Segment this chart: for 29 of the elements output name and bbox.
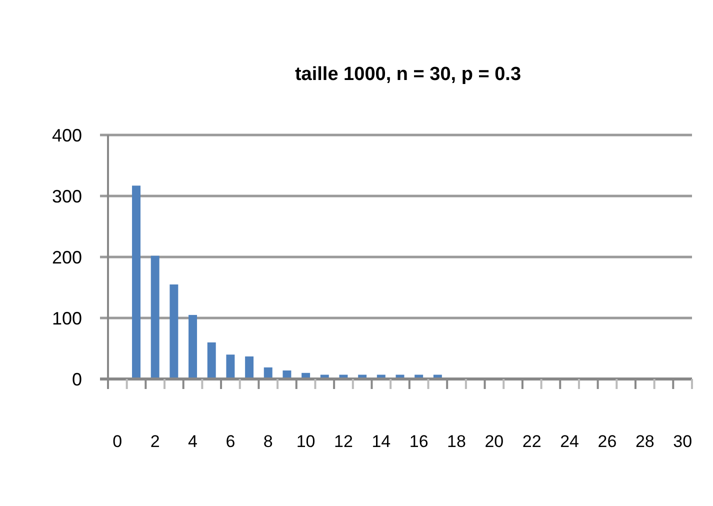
x-tick-label: 10 bbox=[296, 432, 316, 451]
chart-title: taille 1000, n = 30, p = 0.3 bbox=[294, 64, 522, 85]
x-tick-label: 20 bbox=[484, 432, 504, 451]
x-tick-label: 14 bbox=[372, 432, 391, 451]
y-tick-label: 400 bbox=[52, 125, 82, 146]
y-tick-label: 300 bbox=[52, 186, 82, 206]
bar bbox=[207, 342, 216, 379]
x-tick-label: 26 bbox=[598, 432, 617, 451]
y-tick-label: 0 bbox=[72, 369, 82, 390]
bar bbox=[150, 256, 160, 379]
bar bbox=[132, 186, 140, 379]
y-tick-label: 100 bbox=[52, 308, 82, 328]
x-tick-label: 0 bbox=[112, 432, 122, 451]
x-tick-label: 8 bbox=[263, 432, 273, 451]
x-tick-label: 22 bbox=[522, 432, 542, 451]
bar bbox=[245, 356, 254, 379]
x-tick-label: 30 bbox=[673, 432, 692, 451]
x-tick-label: 6 bbox=[226, 432, 236, 451]
bar bbox=[226, 354, 235, 379]
x-tick-label: 16 bbox=[409, 432, 428, 451]
x-tick-label: 18 bbox=[447, 432, 466, 451]
bar bbox=[170, 284, 178, 379]
x-tick-label: 2 bbox=[150, 432, 160, 451]
x-tick-label: 24 bbox=[560, 432, 580, 451]
x-tick-label: 12 bbox=[334, 432, 353, 451]
x-tick-label: 4 bbox=[188, 432, 198, 451]
x-tick-label: 28 bbox=[635, 432, 654, 451]
bar bbox=[188, 314, 198, 379]
y-tick-label: 200 bbox=[52, 247, 82, 268]
